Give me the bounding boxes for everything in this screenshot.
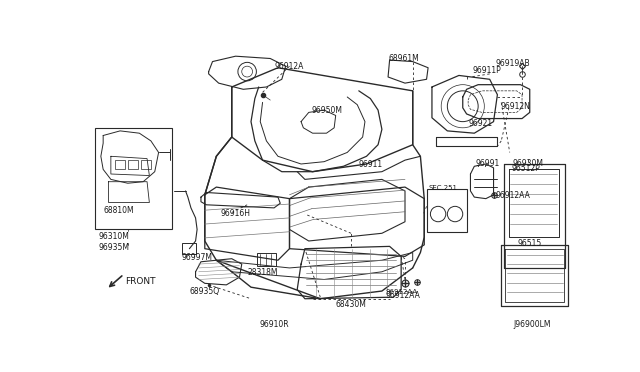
Text: 96912A: 96912A — [274, 62, 303, 71]
Text: 96310M: 96310M — [99, 232, 129, 241]
Text: 96950M: 96950M — [311, 106, 342, 115]
Text: 96997M: 96997M — [182, 253, 212, 262]
Bar — [115, 160, 125, 169]
Text: 96916H: 96916H — [220, 209, 250, 218]
Text: 96912AA: 96912AA — [386, 291, 420, 300]
Text: 96912AA: 96912AA — [385, 289, 417, 295]
Text: FRONT: FRONT — [125, 277, 156, 286]
Text: 96910R: 96910R — [259, 320, 289, 329]
Text: 96512P: 96512P — [511, 164, 540, 173]
Bar — [95, 128, 172, 230]
Bar — [257, 253, 276, 266]
Text: SEC.251: SEC.251 — [428, 185, 457, 191]
Text: 96912AA: 96912AA — [496, 191, 531, 200]
Bar — [141, 160, 151, 169]
Text: 96515: 96515 — [517, 239, 541, 248]
Text: 28318M: 28318M — [247, 268, 278, 277]
Text: J96900LM: J96900LM — [514, 320, 551, 329]
Text: 96911: 96911 — [359, 160, 383, 169]
Text: 68810M: 68810M — [103, 206, 134, 215]
Text: 96911P: 96911P — [473, 66, 502, 75]
Text: 96935M: 96935M — [99, 243, 129, 252]
Text: 96912N: 96912N — [500, 102, 531, 111]
Text: 68430M: 68430M — [336, 300, 367, 309]
Text: 68935Q: 68935Q — [189, 287, 220, 296]
Bar — [128, 160, 138, 169]
Text: 68961M: 68961M — [388, 54, 419, 63]
Text: 96991: 96991 — [476, 158, 500, 168]
Text: 96919AB: 96919AB — [496, 58, 531, 67]
Text: 96930M: 96930M — [513, 158, 544, 168]
Bar — [182, 243, 196, 254]
Bar — [427, 189, 467, 232]
Text: 96921: 96921 — [468, 119, 492, 128]
